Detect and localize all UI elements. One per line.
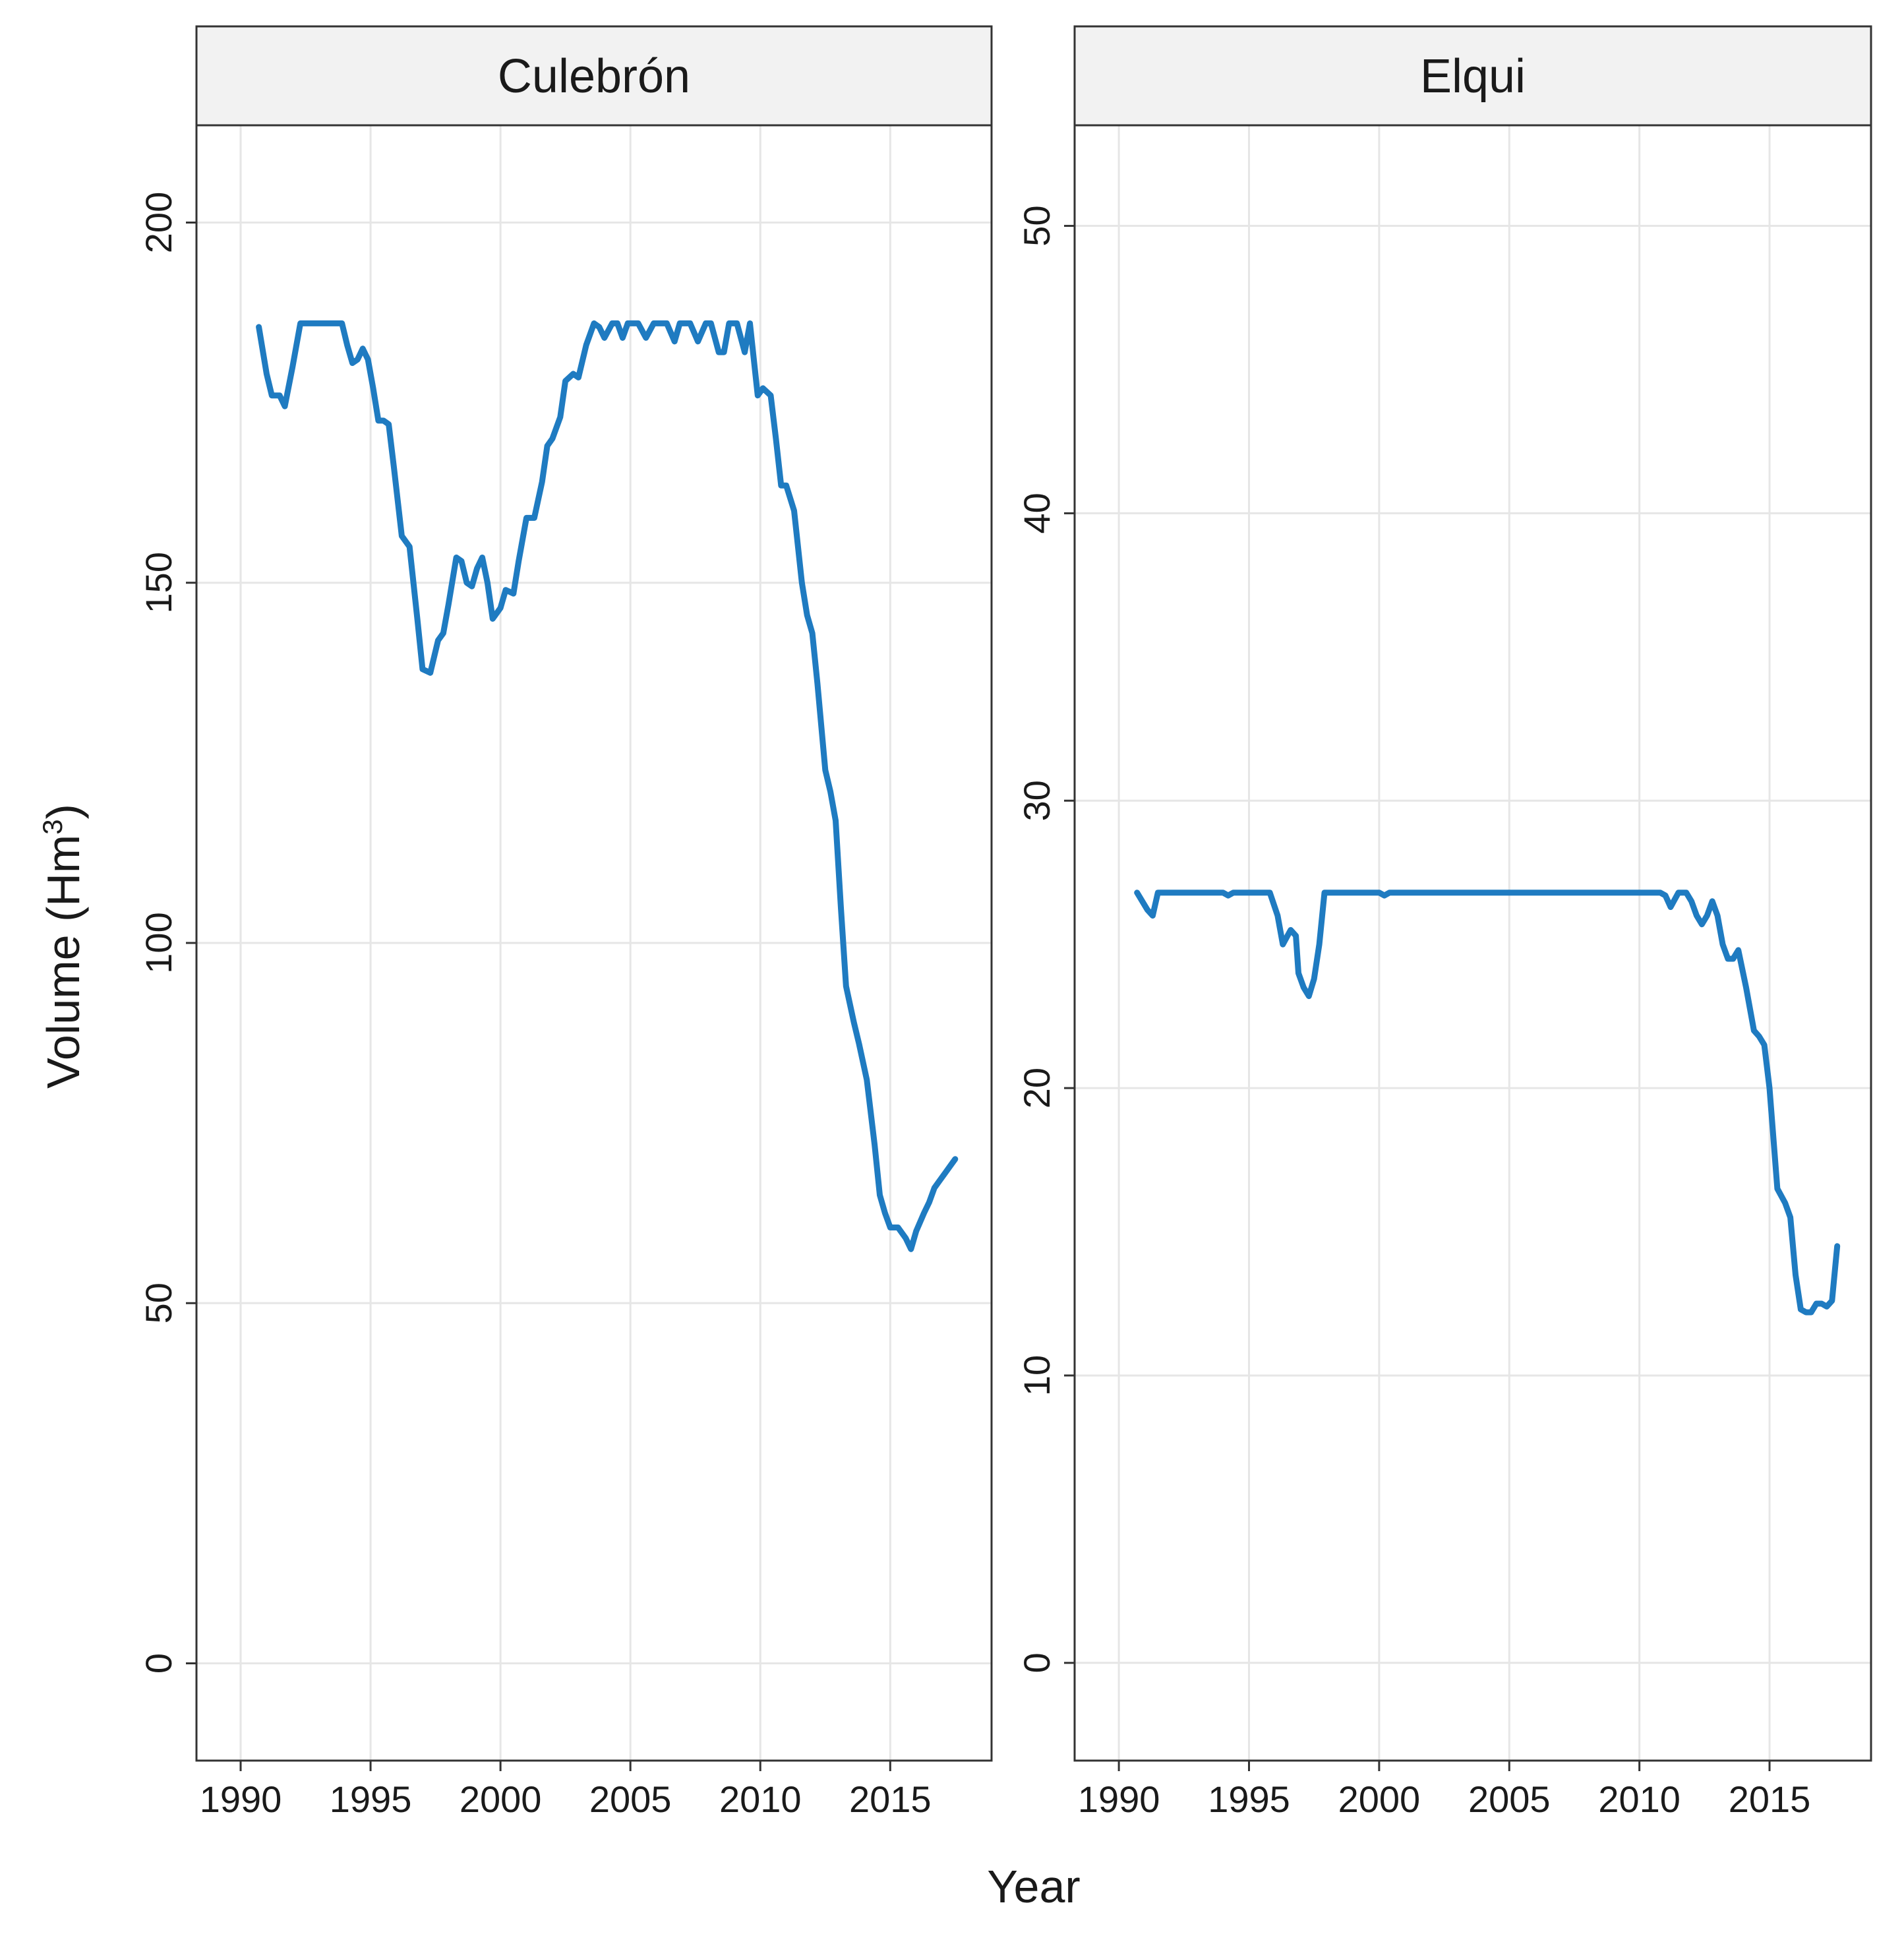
gridlines-elqui bbox=[1075, 125, 1871, 1761]
x-tick-label: 2005 bbox=[1468, 1778, 1551, 1820]
x-tick-label: 1995 bbox=[1208, 1778, 1290, 1820]
y-tick-label: 50 bbox=[1016, 205, 1057, 246]
x-axis-title: Year bbox=[987, 1861, 1080, 1912]
y-axis-title: Volume (Hm3) bbox=[37, 804, 89, 1089]
x-tick-label: 2015 bbox=[849, 1778, 932, 1820]
series-culebron bbox=[256, 320, 959, 1252]
x-tick-label: 1990 bbox=[200, 1778, 282, 1820]
y-axis-title-superscript: 3 bbox=[37, 819, 68, 834]
x-tick-label: 1995 bbox=[330, 1778, 412, 1820]
panel-elqui: Elqui 1990 1995 2000 2005 2010 2015 0 10 20 30 40 5… bbox=[1016, 25, 1872, 1820]
panel-culebron: Culebrón 1990 1995 2000 2005 2010 20150501001… bbox=[138, 25, 993, 1820]
axis-ticks-elqui: 1990 1995 2000 2005 2010 2015 0 10 20 30 40 50 bbox=[1016, 205, 1810, 1820]
x-tick-label: 2005 bbox=[589, 1778, 672, 1820]
facet-title-culebron: Culebrón bbox=[498, 50, 690, 103]
facet-title-elqui: Elqui bbox=[1420, 50, 1526, 103]
y-tick-label: 40 bbox=[1016, 493, 1057, 533]
facet-strip-elqui bbox=[1073, 25, 1872, 127]
y-tick-label: 200 bbox=[138, 192, 179, 253]
x-tick-label: 1990 bbox=[1078, 1778, 1160, 1820]
x-tick-label: 2010 bbox=[719, 1778, 802, 1820]
y-tick-label: 10 bbox=[1016, 1355, 1057, 1396]
series-elqui bbox=[1134, 890, 1841, 1316]
plot-area-elqui bbox=[1073, 124, 1872, 1762]
y-tick-label: 50 bbox=[138, 1283, 179, 1323]
y-axis-title-end: ) bbox=[38, 804, 89, 819]
axis-ticks-culebron: 1990 1995 2000 2005 2010 2015 0 50 100 150 200 bbox=[138, 192, 932, 1820]
y-tick-label: 0 bbox=[1016, 1652, 1057, 1673]
series-line-culebron bbox=[256, 320, 959, 1252]
plot-frame-elqui bbox=[1073, 124, 1872, 1762]
series-line-elqui bbox=[1134, 890, 1841, 1316]
facet-strip-culebron bbox=[195, 25, 993, 127]
y-tick-label: 100 bbox=[138, 912, 179, 973]
y-tick-label: 150 bbox=[138, 552, 179, 613]
y-tick-label: 30 bbox=[1016, 780, 1057, 821]
x-tick-label: 2015 bbox=[1729, 1778, 1811, 1820]
y-axis-title-main: Volume (Hm bbox=[38, 835, 89, 1089]
y-tick-label: 20 bbox=[1016, 1068, 1057, 1108]
x-tick-label: 2000 bbox=[460, 1778, 542, 1820]
x-tick-label: 2000 bbox=[1338, 1778, 1421, 1820]
y-tick-label: 0 bbox=[138, 1653, 179, 1674]
x-tick-label: 2010 bbox=[1598, 1778, 1681, 1820]
gridlines-culebron bbox=[196, 125, 992, 1761]
